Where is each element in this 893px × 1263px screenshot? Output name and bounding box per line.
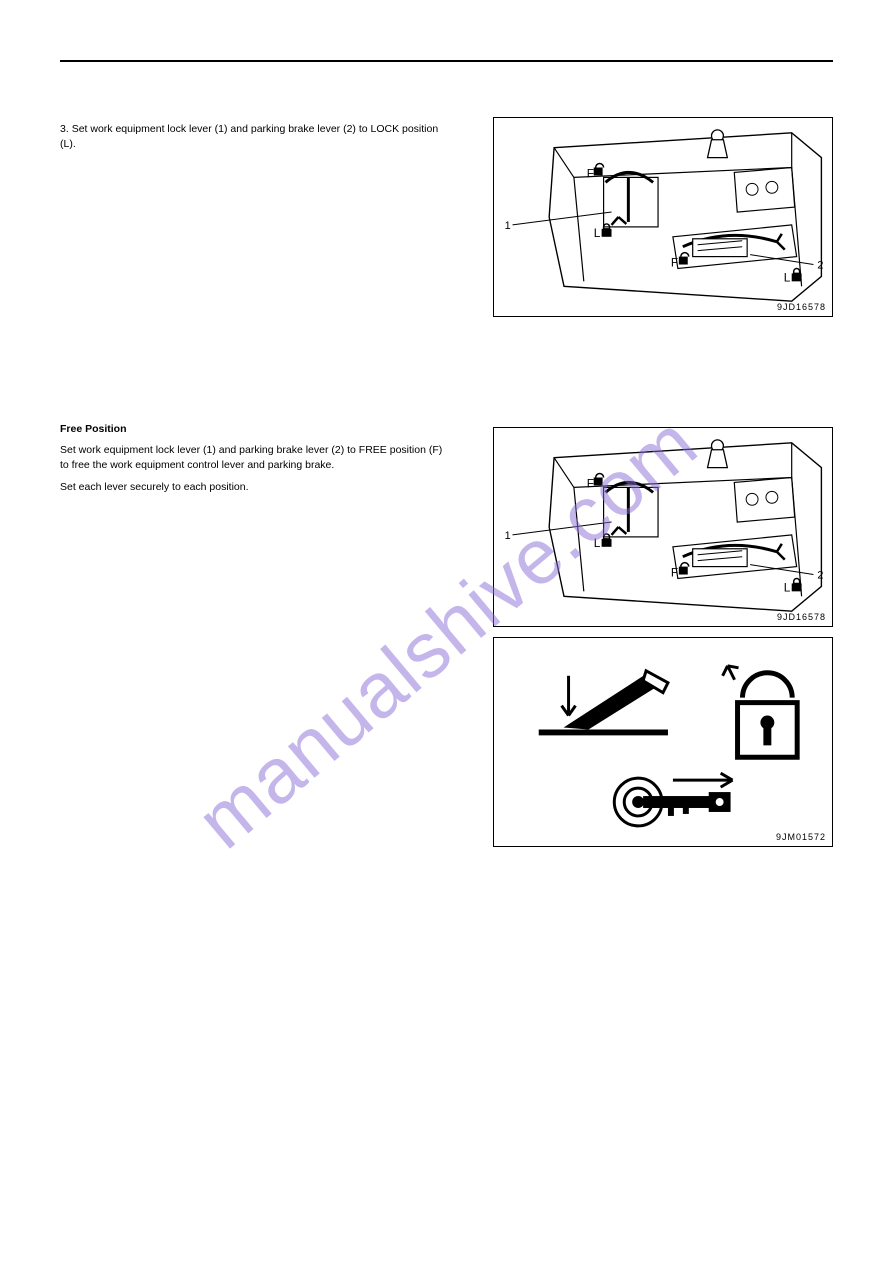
leader-1-b: 1: [505, 530, 511, 542]
step-number: 3.: [60, 123, 69, 135]
lever-down-icon: [539, 671, 668, 733]
step-3-text: 3. Set work equipment lock lever (1) and…: [60, 122, 450, 152]
figure-free-position: F L F L: [493, 427, 833, 627]
figure-lock-position: F L F L: [493, 117, 833, 317]
lock-label-left: L: [594, 226, 601, 240]
closed-lock-icon: [792, 268, 802, 281]
free-label-left-2: F: [587, 476, 594, 490]
open-lock-icon: [679, 563, 689, 575]
lock-label-left-2: L: [594, 536, 601, 550]
free-position-para2: Set each lever securely to each position…: [60, 480, 450, 495]
free-label-right-2: F: [671, 566, 678, 580]
free-label-left: F: [587, 166, 594, 180]
leader-2: 2: [817, 259, 823, 271]
lock-label-right-2: L: [784, 580, 791, 594]
open-lock-icon: [594, 164, 604, 176]
free-position-title: Free Position: [60, 422, 450, 437]
lock-label-right: L: [784, 270, 791, 284]
leader-1: 1: [505, 220, 511, 232]
ignition-key-icon: [614, 773, 732, 826]
open-lock-icon: [679, 253, 689, 265]
closed-lock-icon: [792, 578, 802, 591]
open-padlock-icon: [723, 666, 798, 757]
step-body: Set work equipment lock lever (1) and pa…: [60, 123, 438, 150]
decal-svg: [494, 638, 832, 847]
lever-lock-svg: F L F L: [494, 118, 832, 316]
free-position-text: Free Position Set work equipment lock le…: [60, 422, 450, 495]
figure-ref-3: 9JM01572: [776, 832, 826, 842]
figure-decal: 9JM01572: [493, 637, 833, 847]
figure-ref-1: 9JD16578: [777, 302, 826, 312]
top-rule: [60, 60, 833, 62]
open-lock-icon: [594, 474, 604, 486]
closed-lock-icon: [602, 224, 612, 237]
closed-lock-icon: [602, 534, 612, 547]
figure-ref-2: 9JD16578: [777, 612, 826, 622]
leader-2-b: 2: [817, 569, 823, 581]
lever-free-svg: F L F L: [494, 428, 832, 626]
free-label-right: F: [671, 256, 678, 270]
free-position-para1: Set work equipment lock lever (1) and pa…: [60, 443, 450, 473]
